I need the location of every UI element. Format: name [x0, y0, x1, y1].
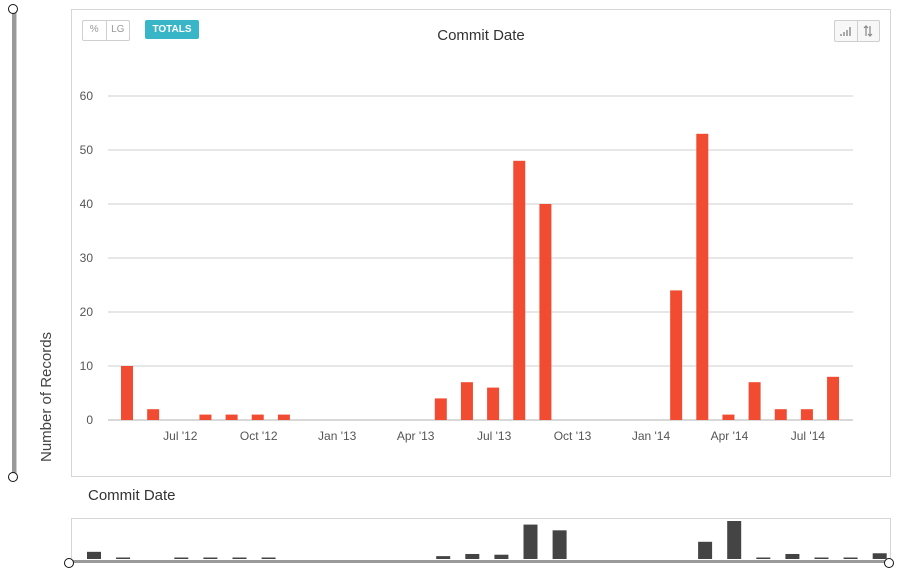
horizontal-range-slider[interactable]	[69, 560, 889, 563]
x-tick-label: Oct '12	[240, 429, 278, 443]
bar	[251, 414, 264, 420]
totals-button[interactable]: TOTALS	[145, 20, 199, 39]
bar	[277, 414, 290, 420]
chart-options-group	[834, 20, 880, 42]
overview-bar	[261, 557, 276, 559]
overview-bar	[436, 556, 451, 559]
bar	[696, 133, 709, 421]
y-tick-label: 10	[80, 359, 94, 373]
overview-bar	[698, 541, 713, 559]
y-tick-label: 30	[80, 251, 94, 265]
bar	[147, 409, 160, 420]
bar	[460, 382, 473, 420]
bar	[225, 414, 238, 420]
bar	[199, 414, 212, 420]
overview-bar	[465, 553, 480, 559]
bar	[434, 398, 447, 420]
overview-bar	[785, 553, 800, 559]
range-handle-top[interactable]	[8, 4, 18, 14]
y-tick-label: 0	[86, 413, 93, 427]
overview-bar	[232, 557, 247, 559]
bar	[800, 409, 813, 420]
overview-bar	[494, 554, 509, 559]
bar	[539, 204, 552, 420]
overview-bar	[872, 553, 887, 559]
bar-chart: 0 10 20 30 40 50 60 Jul '12 Oct '12 Jan '13 Apr '1…	[80, 89, 853, 443]
overview-bar	[814, 557, 829, 559]
overview-bar	[87, 551, 101, 559]
y-tick-label: 40	[80, 197, 94, 211]
bar	[487, 387, 500, 420]
overview-title: Commit Date	[88, 487, 176, 504]
bar-signal-icon	[839, 27, 851, 36]
bar-signal-button[interactable]	[835, 21, 857, 41]
y-tick-label: 20	[80, 305, 94, 319]
bar	[513, 160, 526, 421]
overview-bar	[843, 557, 858, 559]
sort-button[interactable]	[856, 21, 880, 41]
overview-bar	[552, 530, 567, 559]
overview-bar	[116, 557, 131, 559]
bar	[827, 376, 840, 420]
range-handle-bottom[interactable]	[8, 472, 18, 482]
x-tick-label: Jan '13	[318, 429, 357, 443]
chart-panel: % LG TOTALS Commit Date	[71, 9, 891, 477]
scale-toggle-group: % LG	[82, 20, 130, 41]
log-button[interactable]: LG	[105, 21, 130, 40]
y-tick-label: 50	[80, 143, 94, 157]
bar	[121, 366, 133, 420]
y-tick-label: 60	[80, 89, 94, 103]
overview-bar	[756, 557, 771, 559]
x-tick-label: Apr '14	[711, 429, 749, 443]
percent-button[interactable]: %	[89, 24, 99, 35]
range-handle-left[interactable]	[64, 558, 74, 568]
overview-bar	[523, 524, 538, 559]
range-handle-right[interactable]	[884, 558, 894, 568]
bar	[774, 409, 787, 420]
x-tick-label: Oct '13	[554, 429, 592, 443]
overview-bar	[174, 557, 189, 559]
x-tick-label: Jul '14	[791, 429, 826, 443]
overview-bar	[727, 521, 742, 559]
overview-chart[interactable]	[71, 518, 891, 562]
bar	[722, 414, 735, 420]
chart-title: Commit Date	[437, 27, 525, 44]
sort-arrows-icon	[863, 25, 873, 37]
vertical-range-slider[interactable]	[12, 9, 17, 478]
bar	[670, 290, 683, 420]
x-tick-label: Jan '14	[632, 429, 671, 443]
x-tick-label: Jul '12	[163, 429, 198, 443]
bar	[748, 382, 761, 420]
x-tick-label: Jul '13	[477, 429, 512, 443]
overview-bar	[203, 557, 218, 559]
x-tick-label: Apr '13	[397, 429, 435, 443]
